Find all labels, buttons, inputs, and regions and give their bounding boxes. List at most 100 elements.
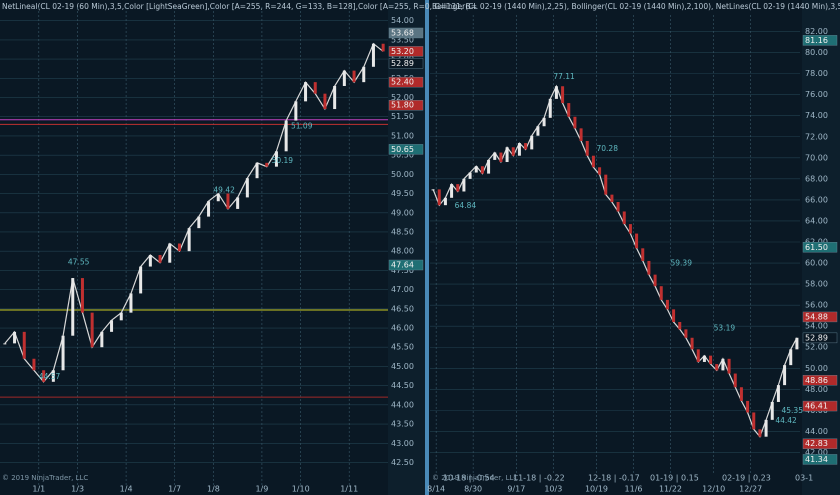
period-label: 01-19 | 0.15 <box>650 474 699 483</box>
candle <box>342 70 346 86</box>
y-tick-label: 70.00 <box>805 153 828 162</box>
candle <box>598 167 602 175</box>
candle <box>530 135 534 150</box>
candle <box>635 233 639 249</box>
x-tick-label: 8/14 <box>427 485 445 494</box>
candle <box>493 152 497 160</box>
price-line <box>4 42 384 383</box>
x-tick-label: 1/11 <box>340 485 358 494</box>
price-marker-label: 51.80 <box>391 101 414 110</box>
candle <box>548 98 552 118</box>
candle <box>352 70 356 83</box>
candle <box>795 337 799 350</box>
y-tick-label: 47.50 <box>391 266 414 275</box>
candle <box>3 343 7 345</box>
y-tick-label: 48.00 <box>391 247 414 256</box>
y-tick-label: 64.00 <box>805 216 828 225</box>
y-tick-label: 42.00 <box>805 448 828 457</box>
period-label: 03-1 <box>795 474 813 483</box>
annotation: 51.09 <box>291 121 313 130</box>
candle <box>168 243 172 263</box>
period-label: 12-18 | -0.17 <box>588 474 640 483</box>
y-tick-label: 50.00 <box>805 364 828 373</box>
y-tick-label: 50.50 <box>391 151 414 160</box>
candle <box>480 166 484 174</box>
candle <box>158 255 162 263</box>
y-tick-label: 66.00 <box>805 195 828 204</box>
y-tick-label: 53.50 <box>391 35 414 44</box>
candle <box>371 43 375 67</box>
annotation: 59.39 <box>671 258 693 267</box>
x-tick-label: 9/17 <box>507 485 525 494</box>
chart-header: NetLineal(CL 02-19 (60 Min),3,5,Color [L… <box>2 2 477 11</box>
y-tick-label: 76.00 <box>805 90 828 99</box>
y-tick-label: 45.50 <box>391 343 414 352</box>
annotation: 44.57 <box>39 372 61 381</box>
x-tick-label: 1/4 <box>120 485 133 494</box>
x-tick-label: 1/3 <box>71 485 84 494</box>
candle <box>554 86 558 99</box>
price-marker-label: 52.89 <box>391 59 414 68</box>
candle <box>591 155 595 168</box>
price-marker-label: 50.65 <box>391 145 414 154</box>
candle <box>431 189 435 191</box>
price-marker-label: 61.50 <box>805 243 828 252</box>
y-tick-label: 52.00 <box>805 343 828 352</box>
candle <box>709 355 713 365</box>
price-marker <box>388 58 424 69</box>
y-tick-label: 58.00 <box>805 280 828 289</box>
copyright: © 2019 NinjaTrader, LLC <box>2 474 88 482</box>
candle <box>462 178 466 192</box>
candle <box>783 365 787 386</box>
price-marker <box>802 400 838 412</box>
annotation: 64.84 <box>455 201 477 210</box>
price-marker <box>388 27 424 39</box>
candle <box>265 162 269 167</box>
annotation: 47.55 <box>68 257 90 266</box>
candle <box>653 274 657 287</box>
y-tick-label: 80.00 <box>805 48 828 57</box>
candle <box>51 370 55 382</box>
price-marker-label: 53.68 <box>391 28 414 37</box>
panel-divider <box>425 0 429 495</box>
y-tick-label: 46.50 <box>391 304 414 313</box>
candle <box>294 101 298 121</box>
candle <box>443 197 447 206</box>
y-tick-label: 47.00 <box>391 285 414 294</box>
candle <box>187 228 191 252</box>
candle <box>610 194 614 203</box>
candle <box>362 66 366 83</box>
annotation: 49.42 <box>213 186 235 195</box>
x-tick-label: 1/8 <box>207 485 220 494</box>
candle <box>456 184 460 192</box>
y-tick-label: 44.00 <box>805 427 828 436</box>
candle <box>573 116 577 129</box>
x-tick-label: 1/1 <box>32 485 45 494</box>
y-tick-label: 72.00 <box>805 132 828 141</box>
candle <box>684 329 688 338</box>
candle <box>468 172 472 179</box>
y-tick-label: 46.00 <box>391 324 414 333</box>
candle <box>437 189 441 206</box>
candle <box>604 174 608 195</box>
candle <box>721 358 725 371</box>
candle <box>139 266 143 294</box>
chart-header: Bollinger(CL 02-19 (1440 Min),2,25), Bol… <box>432 2 840 11</box>
price-marker <box>388 259 424 271</box>
candle <box>764 419 768 437</box>
y-tick-label: 50.00 <box>391 170 414 179</box>
price-marker-label: 42.83 <box>805 439 828 448</box>
candle <box>505 147 509 163</box>
candle <box>727 358 731 374</box>
candle <box>381 43 385 52</box>
candle <box>313 82 317 94</box>
price-marker <box>388 144 424 155</box>
price-marker <box>388 99 424 111</box>
candle <box>333 85 337 110</box>
candle <box>487 159 491 174</box>
candle <box>678 321 682 330</box>
y-tick-label: 60.00 <box>805 259 828 268</box>
candle <box>499 152 503 163</box>
y-tick-label: 42.50 <box>391 458 414 467</box>
